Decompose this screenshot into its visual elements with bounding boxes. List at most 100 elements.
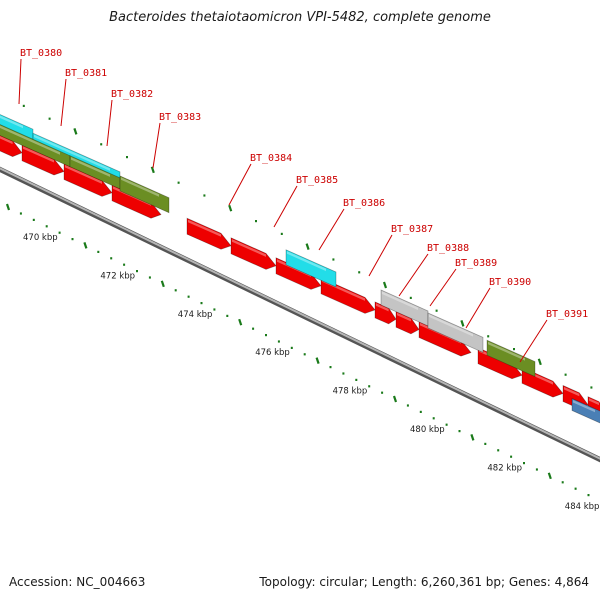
gene-label[interactable]: BT_0386	[318, 198, 385, 251]
scale-tick-label: 480 kbp	[410, 425, 445, 435]
minor-tick	[22, 104, 25, 107]
scale-tick-label: 476 kbp	[255, 348, 290, 358]
scale-tick-label: 484 kbp	[565, 502, 600, 512]
gene-label-leader	[273, 185, 298, 228]
minor-tick	[200, 302, 203, 305]
gene-label[interactable]: BT_0384	[228, 153, 292, 206]
minor-tick	[368, 385, 371, 388]
minor-tick	[332, 258, 335, 261]
gene-label-text: BT_0383	[159, 112, 201, 123]
major-tick	[238, 318, 243, 326]
minor-tick	[590, 386, 593, 389]
scale-tick-label: 478 kbp	[333, 387, 368, 397]
gene-label[interactable]: BT_0383	[152, 112, 201, 169]
major-tick	[470, 434, 475, 441]
gene-label[interactable]: BT_0389	[429, 258, 497, 307]
gene-label[interactable]: BT_0387	[368, 224, 433, 277]
gene-label-leader	[60, 78, 67, 127]
gene-label-text: BT_0388	[427, 243, 469, 254]
gene-label-leader	[398, 253, 429, 297]
gene-label-text: BT_0390	[489, 277, 531, 288]
gene-arrow-cds[interactable]	[186, 217, 232, 250]
minor-tick	[484, 442, 487, 445]
minor-tick	[148, 276, 151, 279]
minor-tick	[213, 308, 216, 311]
minor-tick	[381, 391, 384, 394]
scale-tick-label: 482 kbp	[487, 463, 522, 473]
minor-tick	[177, 181, 180, 184]
minor-tick	[409, 296, 412, 299]
minor-tick	[110, 257, 113, 260]
gene-label[interactable]: BT_0385	[273, 175, 338, 228]
gene-label-text: BT_0387	[391, 224, 433, 235]
minor-tick	[97, 250, 100, 253]
minor-tick	[564, 373, 567, 376]
feature-block-gray[interactable]	[427, 312, 484, 353]
gene-label[interactable]: BT_0382	[106, 89, 153, 147]
map-title: Bacteroides thetaiotaomicron VPI-5482, c…	[109, 10, 491, 25]
gene-label-text: BT_0389	[455, 258, 497, 269]
feature-block-olive[interactable]	[119, 175, 170, 214]
major-tick	[150, 166, 155, 174]
minor-tick	[226, 314, 229, 317]
gene-label-leader	[18, 58, 22, 105]
minor-tick	[280, 232, 283, 235]
scale-tick-label: 472 kbp	[100, 271, 135, 281]
minor-tick	[497, 449, 500, 452]
feature-block-blue[interactable]	[571, 397, 600, 426]
minor-tick	[432, 417, 435, 420]
gene-label[interactable]: BT_0390	[465, 277, 531, 329]
minor-tick	[255, 220, 257, 223]
minor-tick	[136, 270, 138, 273]
major-tick	[305, 243, 310, 250]
gene-label-text: BT_0391	[546, 309, 588, 320]
feature-block-cyan[interactable]	[285, 249, 337, 288]
major-tick	[382, 281, 388, 289]
gene-label-leader	[519, 319, 548, 363]
minor-tick	[123, 263, 126, 266]
major-tick	[315, 357, 320, 364]
gene-label-text: BT_0380	[20, 48, 62, 59]
gene-label-leader	[318, 208, 345, 251]
minor-tick	[48, 117, 51, 120]
minor-tick	[290, 346, 293, 349]
major-tick	[73, 128, 78, 135]
gene-label[interactable]: BT_0391	[519, 309, 588, 363]
gene-label[interactable]: BT_0381	[60, 68, 107, 127]
minor-tick	[58, 231, 61, 234]
minor-tick	[126, 156, 128, 159]
minor-tick	[252, 327, 255, 330]
minor-tick	[419, 410, 422, 413]
accession-text: Accession: NC_004663	[9, 575, 146, 589]
genome-stats-text: Topology: circular; Length: 6,260,361 bp…	[259, 575, 589, 589]
gene-label-text: BT_0384	[250, 153, 292, 164]
major-tick	[392, 395, 398, 403]
minor-tick	[510, 455, 513, 458]
minor-tick	[187, 295, 190, 298]
gene-label-text: BT_0385	[296, 175, 338, 186]
gene-label-leader	[228, 163, 252, 206]
minor-tick	[100, 143, 103, 146]
minor-tick	[303, 353, 306, 356]
major-tick	[5, 203, 11, 211]
minor-tick	[265, 334, 267, 337]
gene-label[interactable]: BT_0380	[18, 48, 62, 105]
major-tick	[460, 320, 465, 327]
minor-tick	[513, 348, 515, 351]
minor-tick	[561, 481, 564, 484]
gene-label[interactable]: BT_0388	[398, 243, 469, 297]
feature-block-olive[interactable]	[486, 339, 536, 378]
minor-tick	[535, 468, 538, 471]
major-tick	[537, 358, 542, 366]
gene-label-leader	[368, 234, 393, 277]
minor-tick	[355, 378, 358, 381]
minor-tick	[71, 238, 74, 241]
gene-arrow-cds[interactable]	[230, 237, 277, 270]
minor-tick	[174, 289, 177, 292]
gene-label-text: BT_0386	[343, 198, 385, 209]
minor-tick	[19, 212, 22, 215]
gene-label-text: BT_0382	[111, 89, 153, 100]
minor-tick	[277, 340, 280, 343]
minor-tick	[342, 372, 345, 375]
